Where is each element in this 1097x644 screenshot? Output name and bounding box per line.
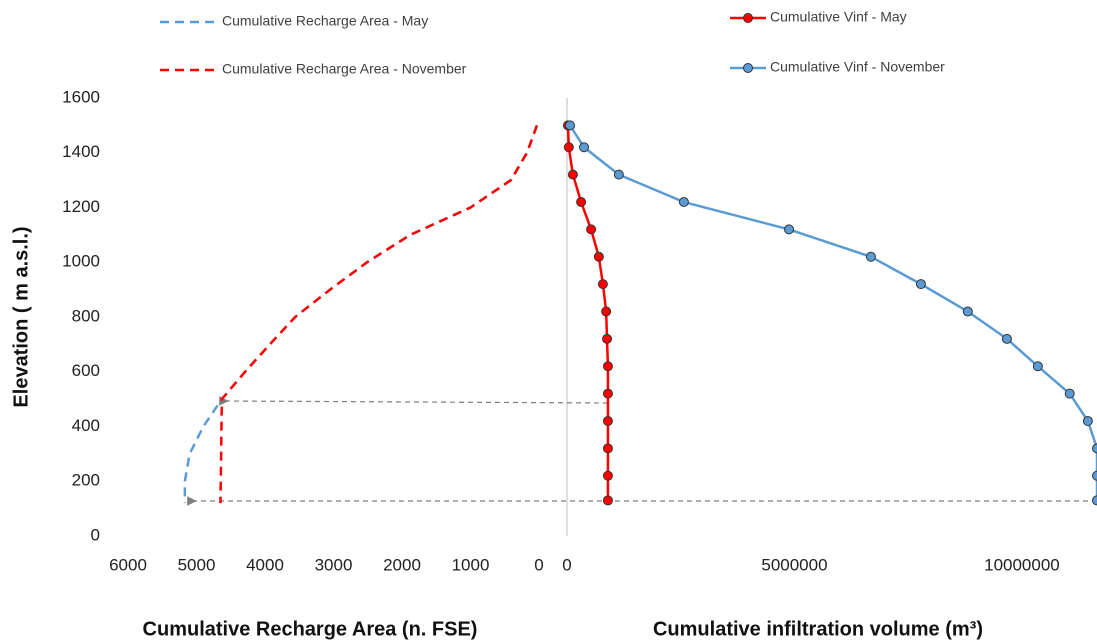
x-axis-title: Cumulative infiltration volume (m³) <box>653 618 983 640</box>
y-tick-label: 200 <box>72 471 100 490</box>
data-point <box>962 306 973 317</box>
legend-marker <box>743 63 753 73</box>
x-tick-label: 0 <box>534 555 543 574</box>
x-tick-label: 2000 <box>383 555 421 574</box>
x-tick-label: 3000 <box>315 555 353 574</box>
data-point <box>784 224 795 235</box>
y-tick-label: 600 <box>72 361 100 380</box>
x-tick-label: 6000 <box>109 555 147 574</box>
legend-label: Cumulative Vinf - November <box>770 59 945 75</box>
y-tick-label: 1200 <box>62 197 100 216</box>
data-point <box>601 306 612 317</box>
x-tick-label: 5000000 <box>761 555 827 574</box>
data-point <box>865 251 876 262</box>
x-axis-title: Cumulative Recharge Area (n. FSE) <box>143 618 478 640</box>
data-point <box>602 495 613 506</box>
data-point <box>593 251 604 262</box>
data-point <box>586 224 597 235</box>
legend-label: Cumulative Recharge Area - November <box>222 61 467 77</box>
y-tick-label: 0 <box>91 525 100 544</box>
y-tick-label: 400 <box>72 416 100 435</box>
data-point <box>1092 470 1097 481</box>
y-tick-label: 800 <box>72 306 100 325</box>
y-tick-label: 1400 <box>62 142 100 161</box>
legend-label: Cumulative Vinf - May <box>770 9 907 25</box>
x-tick-label: 1000 <box>452 555 490 574</box>
data-point <box>613 169 624 180</box>
data-point <box>563 142 574 153</box>
series-line <box>568 124 1097 501</box>
data-point <box>602 416 613 427</box>
data-point <box>576 197 587 208</box>
data-point <box>602 388 613 399</box>
x-tick-label: 0 <box>562 555 571 574</box>
plot-area <box>562 120 1097 506</box>
data-point <box>567 169 578 180</box>
y-tick-label: 1000 <box>62 252 100 271</box>
annotation-arrow <box>219 396 609 406</box>
data-point <box>1032 361 1043 372</box>
series-line <box>219 124 539 504</box>
plot-area <box>183 124 539 504</box>
x-tick-label: 4000 <box>246 555 284 574</box>
data-point <box>565 120 576 131</box>
data-point <box>1082 416 1093 427</box>
data-point <box>579 142 590 153</box>
data-point <box>1092 495 1097 506</box>
y-axis-title: Elevation ( m a.s.l.) <box>10 226 32 407</box>
data-point <box>602 470 613 481</box>
legend-marker <box>743 13 753 23</box>
data-point <box>915 279 926 290</box>
legend-label: Cumulative Recharge Area - May <box>222 13 428 29</box>
data-point <box>602 333 613 344</box>
series-line <box>183 124 539 504</box>
x-tick-label: 5000 <box>178 555 216 574</box>
data-point <box>1001 333 1012 344</box>
data-point <box>1092 443 1097 454</box>
data-point <box>602 443 613 454</box>
x-tick-label: 10000000 <box>984 555 1060 574</box>
data-point <box>602 361 613 372</box>
data-point <box>1064 388 1075 399</box>
data-point <box>678 197 689 208</box>
y-tick-label: 1600 <box>62 87 100 106</box>
data-point <box>597 279 608 290</box>
